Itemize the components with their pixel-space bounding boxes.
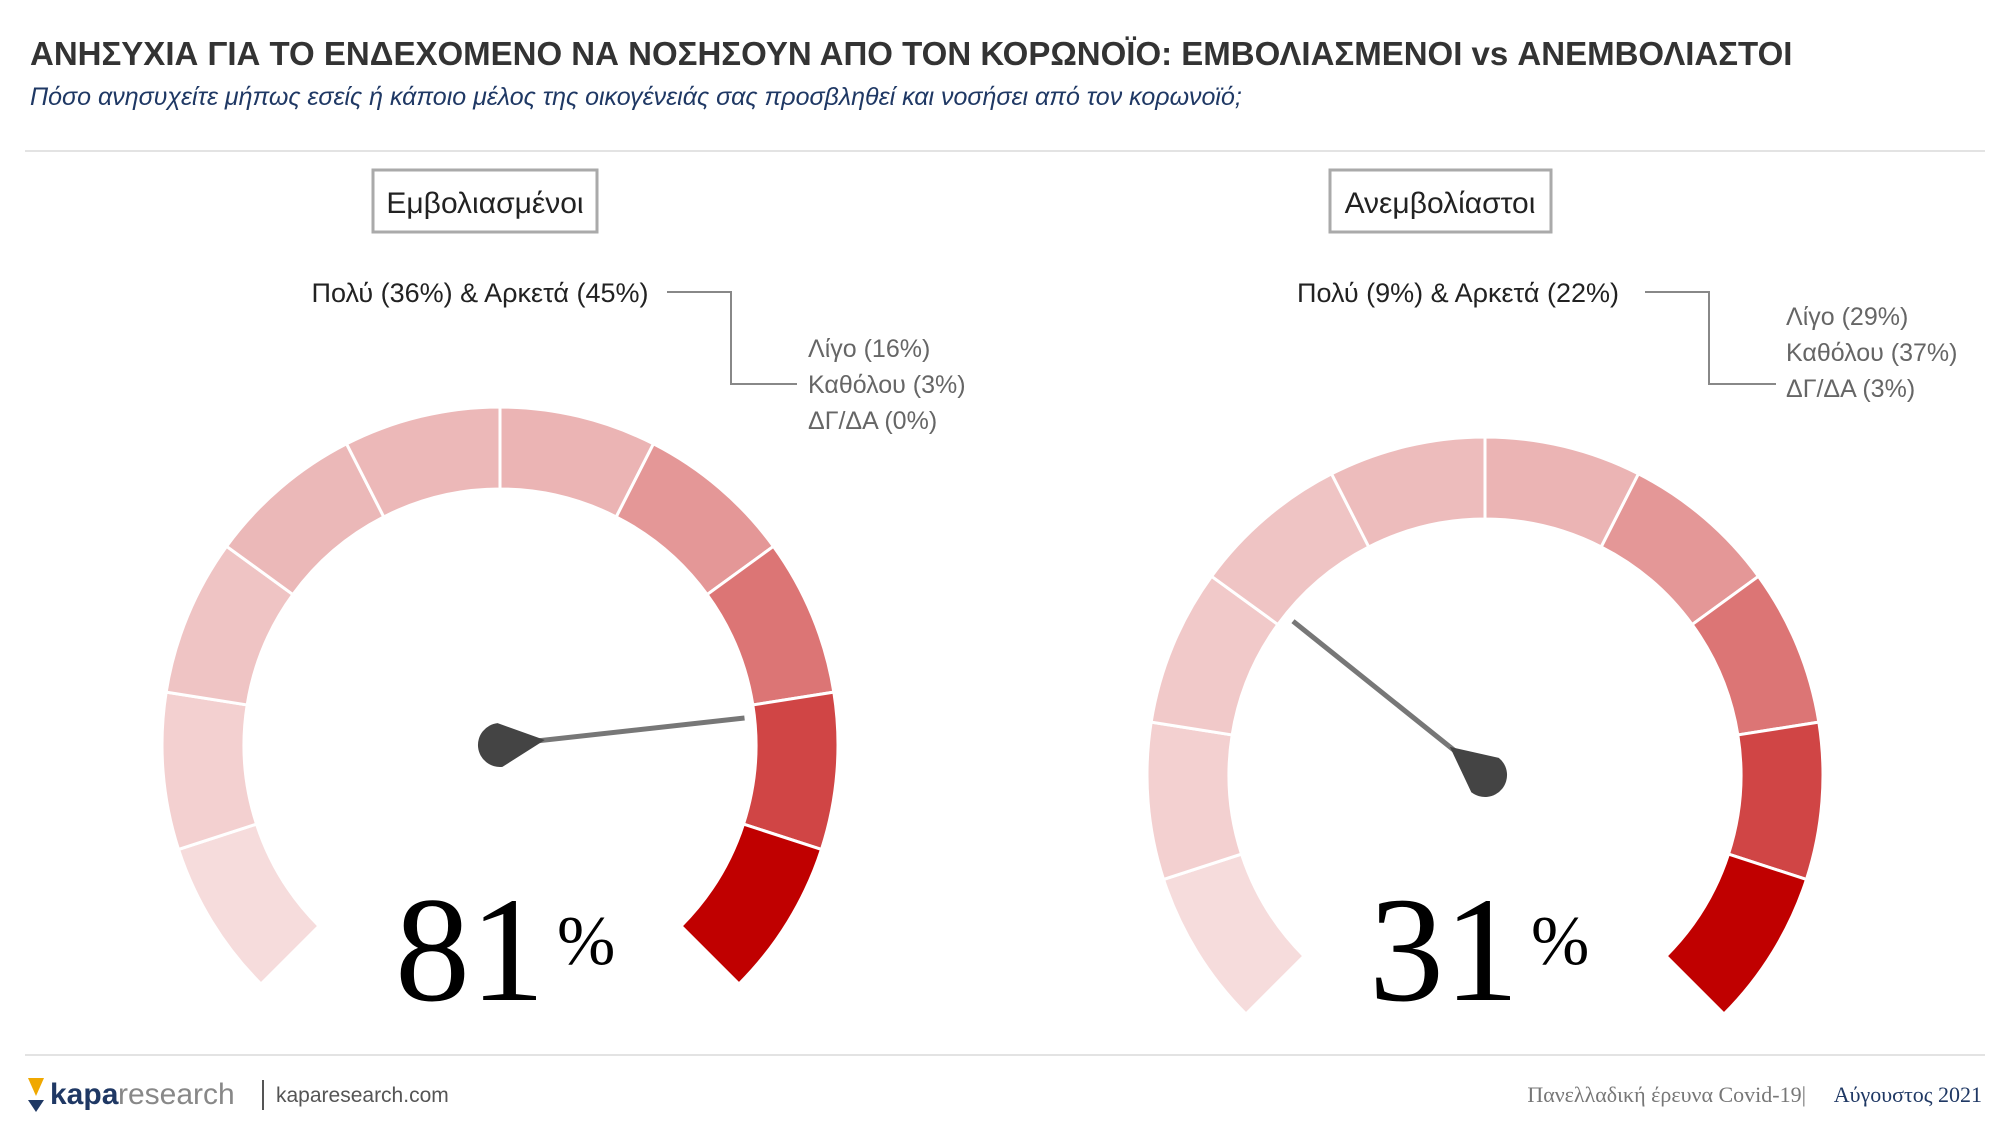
detail: Καθόλου (37%) — [1786, 339, 1957, 367]
date: Αύγουστος 2021 — [1834, 1082, 1982, 1107]
annotation: Πολύ (9%) & Αρκετά (22%) — [1297, 278, 1619, 308]
logo-text: research — [118, 1078, 235, 1111]
needle-hub — [1449, 746, 1508, 798]
big-value: 81 — [395, 867, 545, 1033]
title: ΑΝΗΣΥΧΙΑ ΓΙΑ ΤΟ ΕΝΔΕΧΟΜΕΝΟ ΝΑ ΝΟΣΗΣΟΥΝ Α… — [30, 35, 1792, 72]
gauge-segment — [741, 690, 840, 852]
detail: Λίγο (16%) — [808, 335, 930, 363]
detail: ΔΓ/ΔΑ (0%) — [808, 407, 937, 435]
detail: Λίγο (29%) — [1786, 303, 1908, 331]
gauge-segment — [176, 822, 322, 987]
connector — [667, 291, 797, 385]
value-suffix: % — [1531, 903, 1589, 980]
logo-text: kapa — [50, 1078, 119, 1111]
value-suffix: % — [557, 903, 615, 980]
detail: Καθόλου (3%) — [808, 371, 966, 399]
gauge-title: Εμβολιασμένοι — [386, 187, 583, 220]
gauge-segment — [1161, 852, 1307, 1017]
needle-hub — [477, 723, 545, 768]
big-value: 31 — [1369, 867, 1519, 1033]
gauge-segment — [678, 822, 824, 987]
subtitle: Πόσο ανησυχείτε μήπως εσείς ή κάποιο μέλ… — [30, 83, 1242, 111]
detail: ΔΓ/ΔΑ (3%) — [1786, 375, 1915, 403]
gauge-segment — [160, 690, 259, 852]
gauge-segment — [1663, 852, 1809, 1017]
annotation: Πολύ (36%) & Αρκετά (45%) — [312, 278, 649, 308]
label-box — [1328, 168, 1553, 234]
gauge-title: Ανεμβολίαστοι — [1345, 187, 1536, 220]
logo-mark — [28, 1078, 44, 1096]
logo-mark — [28, 1100, 44, 1112]
label-box — [371, 168, 599, 234]
gauge-segment — [1145, 720, 1244, 882]
survey: Πανελλαδική έρευνα Covid-19| — [1527, 1082, 1806, 1107]
website: kaparesearch.com — [276, 1084, 449, 1107]
connector — [1645, 291, 1776, 385]
gauge-segment — [1726, 720, 1825, 882]
